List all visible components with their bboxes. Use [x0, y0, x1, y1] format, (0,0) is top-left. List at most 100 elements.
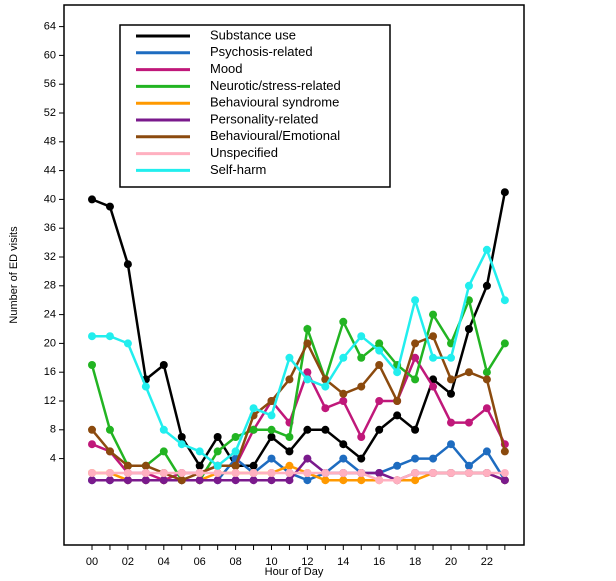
- data-point: [411, 469, 420, 477]
- data-point: [429, 382, 438, 391]
- data-point: [375, 397, 384, 405]
- data-point: [195, 469, 204, 477]
- data-point: [159, 469, 168, 477]
- data-point: [285, 469, 294, 477]
- data-point: [303, 476, 312, 485]
- x-tick-label: 22: [481, 556, 493, 568]
- x-tick-label: 12: [301, 556, 313, 568]
- data-point: [339, 476, 348, 485]
- data-point: [411, 425, 420, 434]
- data-point: [339, 389, 348, 398]
- data-point: [464, 461, 473, 470]
- data-point: [464, 281, 473, 290]
- data-point: [141, 382, 150, 391]
- data-point: [231, 461, 240, 470]
- legend-label: Self-harm: [210, 162, 266, 177]
- data-point: [411, 476, 420, 485]
- data-point: [393, 368, 402, 377]
- legend-label: Mood: [210, 61, 243, 76]
- data-point: [285, 447, 294, 456]
- data-point: [357, 476, 366, 485]
- data-point: [482, 375, 491, 384]
- data-point: [159, 361, 168, 369]
- data-point: [429, 353, 438, 362]
- legend-label: Behavioural/Emotional: [210, 128, 340, 143]
- y-tick-label: 44: [44, 165, 56, 177]
- data-point: [159, 476, 168, 485]
- data-point: [447, 375, 455, 384]
- data-point: [213, 447, 222, 456]
- data-point: [500, 447, 509, 456]
- data-point: [88, 425, 96, 434]
- data-point: [357, 433, 366, 441]
- data-point: [303, 454, 312, 463]
- data-point: [303, 368, 312, 377]
- data-point: [177, 433, 186, 441]
- x-tick-label: 02: [122, 556, 134, 568]
- data-point: [177, 469, 186, 477]
- x-tick-label: 16: [373, 556, 385, 568]
- data-point: [88, 440, 96, 449]
- x-tick-label: 00: [86, 556, 98, 568]
- data-point: [105, 202, 114, 211]
- y-tick-label: 52: [44, 107, 56, 119]
- data-point: [375, 339, 384, 348]
- data-point: [303, 339, 312, 348]
- data-point: [447, 389, 455, 398]
- data-point: [482, 245, 491, 254]
- data-point: [285, 375, 294, 384]
- y-tick-label: 40: [44, 193, 56, 205]
- data-point: [231, 447, 240, 456]
- data-point: [321, 382, 330, 391]
- series-line: [92, 442, 506, 482]
- data-point: [339, 317, 348, 326]
- y-tick-label: 8: [50, 424, 56, 436]
- x-axis-label: Hour of Day: [265, 566, 324, 578]
- data-point: [447, 469, 455, 477]
- series-line: [90, 296, 506, 482]
- data-point: [123, 260, 132, 269]
- x-tick-label: 18: [409, 556, 421, 568]
- data-point: [357, 382, 366, 391]
- data-point: [393, 461, 402, 470]
- y-tick-label: 64: [44, 21, 56, 33]
- plot-frame: [63, 4, 525, 546]
- data-point: [267, 411, 276, 420]
- data-point: [339, 440, 348, 449]
- x-tick-label: 04: [158, 556, 170, 568]
- data-point: [321, 469, 330, 477]
- data-point: [464, 368, 473, 377]
- data-point: [393, 397, 402, 405]
- data-point: [231, 469, 240, 477]
- data-point: [411, 353, 420, 362]
- data-point: [213, 461, 222, 470]
- data-point: [375, 361, 384, 369]
- data-point: [500, 339, 509, 348]
- data-point: [303, 375, 312, 384]
- data-point: [482, 281, 491, 290]
- data-point: [357, 469, 366, 477]
- data-point: [141, 476, 150, 485]
- data-point: [500, 476, 509, 485]
- data-point: [482, 368, 491, 377]
- data-point: [249, 425, 258, 434]
- legend-label: Psychosis-related: [210, 44, 313, 59]
- legend: Substance use Psychosis-related Mood Neurot…: [119, 24, 391, 188]
- data-point: [393, 411, 402, 420]
- data-point: [88, 332, 96, 341]
- y-tick-label: 16: [44, 366, 56, 378]
- data-point: [267, 425, 276, 434]
- data-point: [105, 332, 114, 341]
- data-point: [267, 476, 276, 485]
- data-point: [231, 476, 240, 485]
- data-point: [249, 461, 258, 470]
- data-point: [321, 425, 330, 434]
- data-point: [375, 476, 384, 485]
- data-point: [123, 476, 132, 485]
- x-tick-label: 06: [194, 556, 206, 568]
- data-point: [195, 461, 204, 470]
- data-point: [249, 476, 258, 485]
- y-tick-label: 56: [44, 78, 56, 90]
- data-point: [339, 397, 348, 405]
- data-point: [375, 346, 384, 355]
